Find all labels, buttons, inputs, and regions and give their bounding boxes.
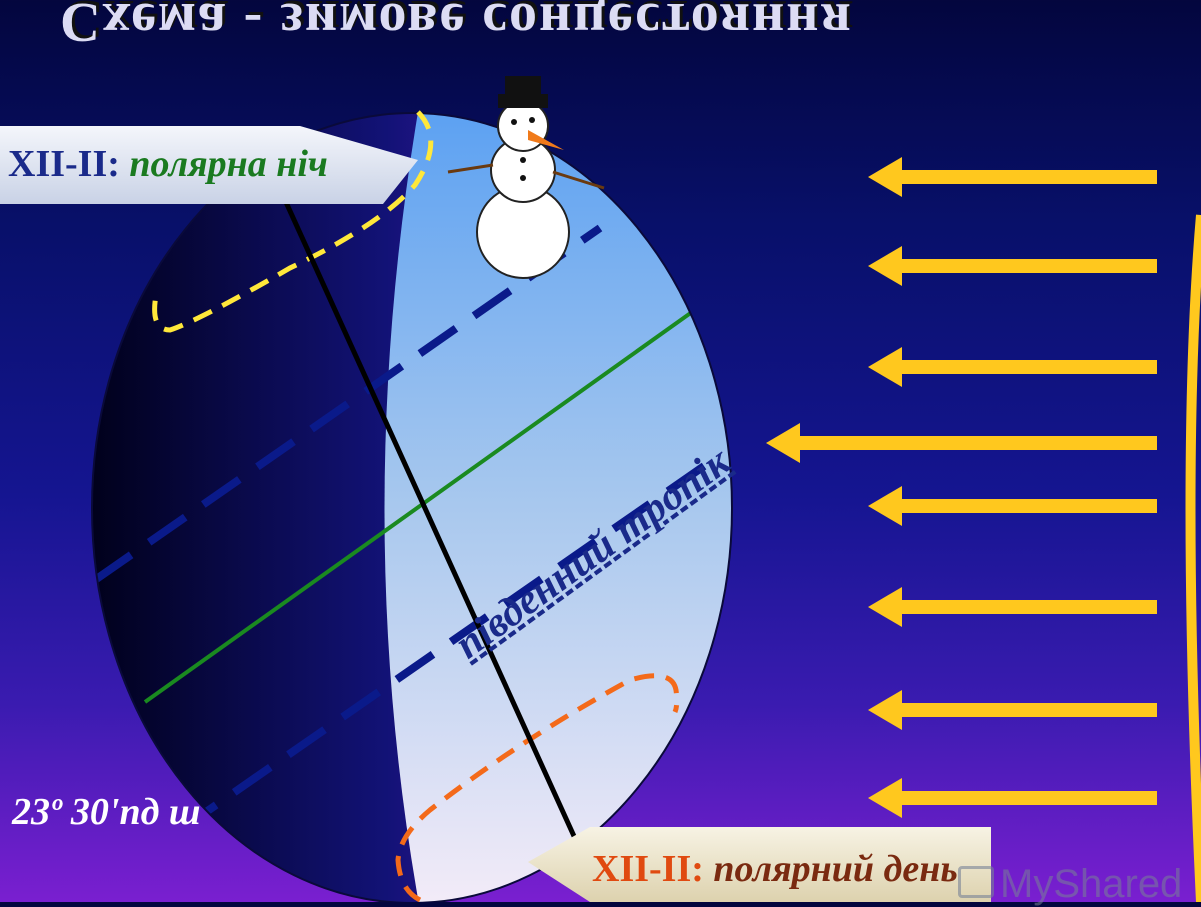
arrow-left-icon [766, 157, 902, 818]
latitude-label: 23º 30'пд ш [12, 790, 201, 834]
callout-bottom-code: XII-II: [592, 848, 704, 890]
polar-day-callout: XII-II: полярний день [528, 827, 991, 902]
page-title: Схема - зимове сонцестояння [60, 0, 1201, 54]
watermark-logo-icon [958, 866, 994, 898]
watermark: MyShared [1000, 862, 1182, 907]
sun-rays-icon [790, 177, 1157, 798]
callout-top-text: полярна ніч [129, 143, 327, 185]
callout-top-code: XII-II: [8, 143, 120, 185]
sun-edge [1191, 215, 1201, 902]
callout-bottom-text: полярний день [713, 848, 957, 890]
